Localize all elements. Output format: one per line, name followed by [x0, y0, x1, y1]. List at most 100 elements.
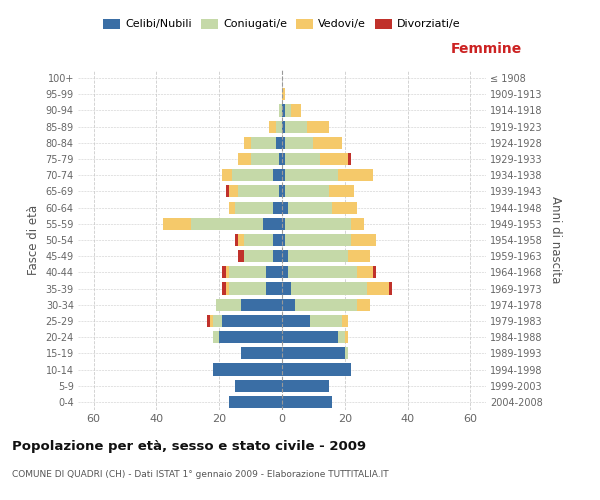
Bar	[282, 169, 285, 181]
Bar	[307, 120, 329, 132]
Bar	[285, 234, 351, 246]
Bar	[282, 282, 292, 294]
Bar	[276, 137, 282, 149]
Bar	[272, 234, 282, 246]
Bar	[282, 250, 288, 262]
Bar	[282, 298, 295, 311]
Bar	[213, 315, 223, 327]
Bar	[282, 348, 345, 360]
Bar	[389, 282, 392, 294]
Bar	[269, 120, 276, 132]
Bar	[216, 298, 241, 311]
Bar	[191, 218, 263, 230]
Bar	[348, 250, 370, 262]
Bar	[238, 250, 244, 262]
Bar	[285, 120, 307, 132]
Bar	[282, 396, 332, 408]
Bar	[238, 234, 244, 246]
Text: Popolazione per età, sesso e stato civile - 2009: Popolazione per età, sesso e stato civil…	[12, 440, 366, 453]
Bar	[244, 250, 272, 262]
Bar	[288, 266, 358, 278]
Bar	[282, 153, 285, 165]
Bar	[282, 120, 285, 132]
Bar	[345, 331, 348, 343]
Bar	[229, 186, 238, 198]
Bar	[244, 234, 272, 246]
Bar	[292, 104, 301, 117]
Bar	[213, 364, 282, 376]
Bar	[229, 282, 266, 294]
Bar	[285, 186, 329, 198]
Bar	[310, 315, 341, 327]
Bar	[226, 282, 229, 294]
Bar	[282, 315, 310, 327]
Bar	[282, 234, 285, 246]
Bar	[223, 266, 226, 278]
Bar	[279, 104, 282, 117]
Bar	[282, 364, 351, 376]
Bar	[288, 202, 332, 213]
Bar	[223, 282, 226, 294]
Bar	[332, 202, 358, 213]
Bar	[373, 266, 376, 278]
Bar	[279, 153, 282, 165]
Bar	[266, 266, 282, 278]
Bar	[282, 331, 338, 343]
Bar	[244, 137, 251, 149]
Bar	[282, 380, 329, 392]
Bar	[241, 298, 282, 311]
Bar	[272, 202, 282, 213]
Bar	[235, 202, 272, 213]
Bar	[285, 104, 292, 117]
Bar	[251, 153, 279, 165]
Bar	[282, 104, 285, 117]
Bar	[285, 137, 313, 149]
Bar	[282, 137, 285, 149]
Bar	[351, 234, 376, 246]
Text: Femmine: Femmine	[451, 42, 521, 56]
Bar	[295, 298, 358, 311]
Bar	[272, 169, 282, 181]
Bar	[288, 250, 348, 262]
Bar	[282, 88, 285, 101]
Bar	[358, 298, 370, 311]
Bar	[251, 137, 276, 149]
Bar	[367, 282, 389, 294]
Y-axis label: Anni di nascita: Anni di nascita	[550, 196, 562, 284]
Bar	[235, 234, 238, 246]
Bar	[229, 396, 282, 408]
Bar	[341, 315, 348, 327]
Bar	[338, 331, 345, 343]
Bar	[210, 315, 213, 327]
Bar	[226, 266, 229, 278]
Bar	[282, 186, 285, 198]
Bar	[238, 186, 279, 198]
Bar	[358, 266, 373, 278]
Bar	[351, 218, 364, 230]
Bar	[345, 348, 348, 360]
Bar	[235, 380, 282, 392]
Bar	[282, 266, 288, 278]
Bar	[213, 331, 219, 343]
Bar	[282, 202, 288, 213]
Bar	[272, 250, 282, 262]
Bar	[285, 153, 320, 165]
Bar	[285, 218, 351, 230]
Bar	[223, 315, 282, 327]
Legend: Celibi/Nubili, Coniugati/e, Vedovi/e, Divorziati/e: Celibi/Nubili, Coniugati/e, Vedovi/e, Di…	[99, 14, 465, 34]
Bar	[219, 331, 282, 343]
Bar	[320, 153, 348, 165]
Bar	[229, 202, 235, 213]
Bar	[229, 266, 266, 278]
Bar	[348, 153, 351, 165]
Bar	[282, 218, 285, 230]
Bar	[241, 348, 282, 360]
Bar	[292, 282, 367, 294]
Bar	[223, 169, 232, 181]
Bar	[163, 218, 191, 230]
Bar	[276, 120, 282, 132]
Bar	[226, 186, 229, 198]
Bar	[206, 315, 210, 327]
Bar	[266, 282, 282, 294]
Bar	[263, 218, 282, 230]
